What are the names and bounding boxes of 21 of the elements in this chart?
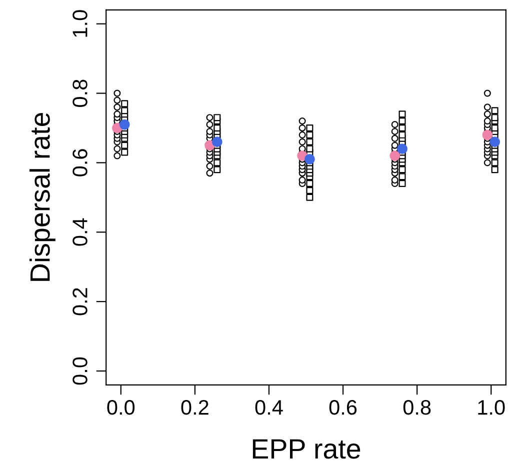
x-tick-label: 0.2 [181,400,208,415]
x-tick-label: 0.6 [329,400,357,415]
y-tick-label: 0.4 [72,218,88,246]
x-tick-label: 0.4 [255,400,283,415]
x-axis-title: EPP rate [252,439,360,459]
y-tick-label: 0.6 [72,149,88,176]
point [304,154,315,164]
point [482,130,493,140]
x-tick-label: 1.0 [478,400,505,415]
y-tick-label: 0.2 [72,288,88,316]
point [212,136,222,148]
point [490,136,500,148]
y-tick-label: 0.8 [72,80,88,107]
y-tick-label: 0.0 [72,357,88,385]
y-tick-label: 1.0 [72,10,88,37]
x-tick-label: 0.0 [107,400,135,415]
point [119,119,130,130]
point [397,144,408,154]
point [390,150,400,161]
y-axis-title: Dispersal rate [30,112,56,281]
x-tick-label: 0.8 [403,400,431,415]
